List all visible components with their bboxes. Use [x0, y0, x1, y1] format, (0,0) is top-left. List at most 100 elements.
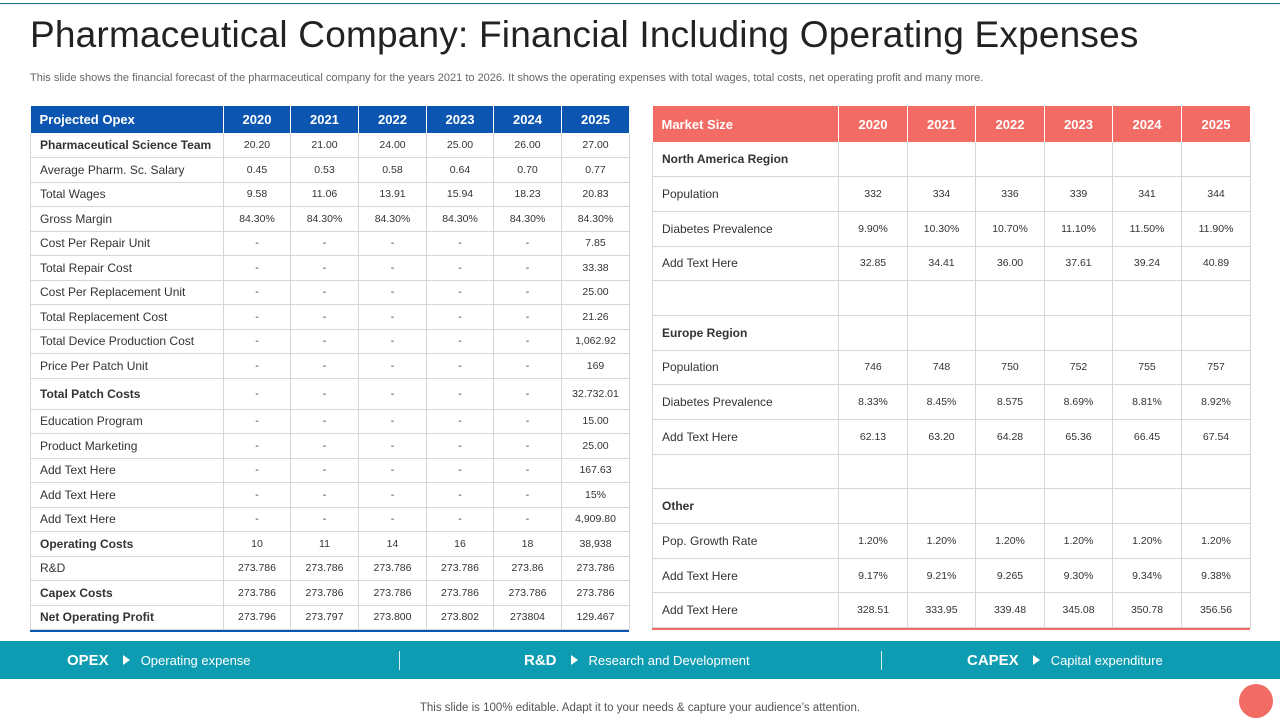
opex-header-year: 2022 — [358, 106, 427, 133]
opex-cell: 24.00 — [358, 133, 427, 158]
opex-cell: 15% — [561, 482, 630, 508]
market-cell: 67.54 — [1181, 419, 1251, 455]
opex-row: Total Patch Costs - - - - -32.732.01 — [30, 378, 630, 410]
opex-cell: 7.85 — [561, 231, 630, 256]
market-cell — [1044, 280, 1113, 316]
market-cell — [1181, 142, 1251, 178]
opex-header-row: Projected Opex 2020 2021 2022 2023 2024 2025 — [30, 106, 630, 133]
market-cell — [1112, 280, 1182, 316]
legend-abbr: CAPEX — [967, 651, 1019, 669]
market-cell — [1181, 454, 1251, 490]
opex-header-year: 2023 — [426, 106, 494, 133]
opex-cell: 273.786 — [561, 580, 630, 606]
market-row: Other — [652, 488, 1251, 525]
opex-cell: 273.786 — [223, 580, 291, 606]
opex-cell: 21.26 — [561, 304, 630, 330]
market-cell: 8.45% — [907, 384, 976, 420]
market-cell: 11.50% — [1112, 211, 1182, 247]
opex-row: Add Text Here - - - - -15% — [30, 482, 630, 508]
opex-cell: - — [290, 304, 359, 330]
opex-table-container: Projected Opex 2020 2021 2022 2023 2024 2025 P… — [30, 106, 630, 632]
market-header-year: 2021 — [907, 106, 976, 142]
opex-row-label: Cost Per Replacement Unit — [30, 280, 224, 305]
opex-cell: - — [426, 304, 494, 330]
market-cell: 9.38% — [1181, 558, 1251, 594]
market-cell — [1181, 315, 1251, 351]
opex-cell: - — [223, 255, 291, 281]
market-cell — [1112, 454, 1182, 490]
opex-cell: - — [493, 433, 562, 459]
market-row-label: Add Text Here — [652, 592, 839, 629]
market-cell — [907, 280, 976, 316]
opex-cell: - — [493, 329, 562, 354]
market-header-row: Market Size 2020 2021 2022 2023 2024 2025 — [652, 106, 1251, 142]
opex-row-label: Education Program — [30, 409, 224, 434]
opex-cell: 26.00 — [493, 133, 562, 158]
market-cell — [838, 280, 908, 316]
market-cell: 328.51 — [838, 592, 908, 629]
opex-cell: - — [358, 378, 427, 410]
opex-cell: - — [223, 304, 291, 330]
opex-row: Capex Costs 273.786 273.786 273.786 273.786 2… — [30, 580, 630, 606]
opex-cell: - — [290, 409, 359, 434]
market-cell: 8.33% — [838, 384, 908, 420]
market-cell: 65.36 — [1044, 419, 1113, 455]
market-row-label: Add Text Here — [652, 246, 839, 282]
opex-row: Cost Per Replacement Unit - - - - -25.00 — [30, 280, 630, 305]
market-cell — [975, 280, 1045, 316]
market-cell: 1.20% — [1044, 523, 1113, 559]
market-cell: 752 — [1044, 350, 1113, 386]
market-cell: 9.21% — [907, 558, 976, 594]
market-row: Europe Region — [652, 315, 1251, 351]
opex-cell: - — [223, 231, 291, 256]
market-header-year: 2024 — [1112, 106, 1182, 142]
market-cell — [1112, 488, 1182, 525]
opex-cell: 84.30% — [290, 206, 359, 232]
opex-header-year: 2021 — [290, 106, 359, 133]
opex-cell: 38,938 — [561, 531, 630, 557]
opex-cell: 15.00 — [561, 409, 630, 434]
opex-row-label: Capex Costs — [30, 580, 224, 606]
opex-cell: - — [426, 231, 494, 256]
market-cell: 757 — [1181, 350, 1251, 386]
opex-cell: - — [426, 409, 494, 434]
opex-header-label: Projected Opex — [30, 106, 224, 133]
market-row-label — [652, 454, 839, 490]
play-arrow-icon — [570, 655, 578, 665]
market-row: Add Text Here 32.85 34.41 36.00 37.61 39.24 40… — [652, 246, 1251, 282]
legend-divider — [881, 651, 882, 670]
opex-cell: - — [493, 458, 562, 483]
market-cell — [1181, 488, 1251, 525]
market-cell: 339.48 — [975, 592, 1045, 629]
opex-table: Projected Opex 2020 2021 2022 2023 2024 2025 P… — [30, 106, 630, 630]
market-cell — [907, 488, 976, 525]
market-cell — [975, 454, 1045, 490]
opex-row: Add Text Here - - - - -4,909.80 — [30, 507, 630, 532]
opex-row: Pharmaceutical Science Team 20.20 21.00 24.… — [30, 133, 630, 158]
market-row — [652, 454, 1251, 490]
opex-cell: 273.797 — [290, 605, 359, 630]
opex-cell: 0.70 — [493, 157, 562, 183]
opex-header-year: 2020 — [223, 106, 291, 133]
market-cell: 9.34% — [1112, 558, 1182, 594]
opex-row-label: Total Repair Cost — [30, 255, 224, 281]
market-header-year: 2023 — [1044, 106, 1113, 142]
legend-abbr: OPEX — [67, 651, 109, 669]
market-cell — [975, 142, 1045, 178]
market-row: Population 746 748 750 752 755 757 — [652, 350, 1251, 386]
opex-cell: - — [358, 304, 427, 330]
opex-cell: - — [290, 231, 359, 256]
opex-cell: 273.802 — [426, 605, 494, 630]
opex-header-year: 2025 — [561, 106, 630, 133]
opex-cell: 273.786 — [426, 580, 494, 606]
market-row: Add Text Here 328.51 333.95 339.48 345.08 350… — [652, 592, 1251, 629]
page-subtitle: This slide shows the financial forecast … — [30, 72, 984, 84]
opex-cell: 273.786 — [493, 580, 562, 606]
opex-cell: 16 — [426, 531, 494, 557]
opex-cell: 11.06 — [290, 182, 359, 207]
opex-row: Price Per Patch Unit - - - - -169 — [30, 353, 630, 379]
opex-cell: - — [290, 378, 359, 410]
opex-cell: - — [290, 329, 359, 354]
opex-cell: 84.30% — [561, 206, 630, 232]
opex-cell: - — [223, 409, 291, 434]
